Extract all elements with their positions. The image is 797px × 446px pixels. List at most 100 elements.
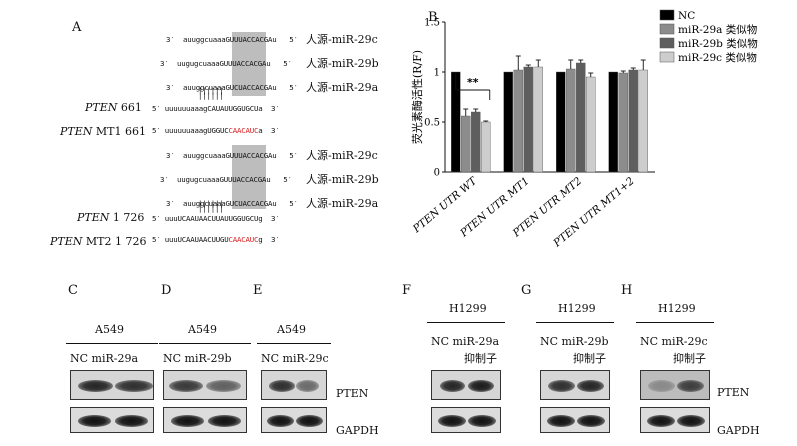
y-tick-label-2: 1 xyxy=(434,68,440,79)
bar-3-3 xyxy=(638,69,648,173)
pairing-lines-1: |||||| xyxy=(198,86,224,95)
group1-mirna-label-1: 人源-miR-29b xyxy=(306,57,379,70)
pairing-lines-1b: |||||| xyxy=(198,91,224,100)
label-gapdh-right: GAPDH xyxy=(717,424,760,437)
cell-line-rule-d xyxy=(159,343,251,344)
label-pten-left: PTEN xyxy=(336,387,369,400)
gapdh-band-c-1 xyxy=(114,415,149,427)
bar-2-2 xyxy=(576,62,586,173)
panel-h-letter: H xyxy=(621,283,633,298)
pten-band-f-0 xyxy=(440,380,465,392)
panel-d-letter: D xyxy=(161,283,172,298)
legend-swatch-2 xyxy=(659,37,675,49)
gapdh-blot-c xyxy=(70,407,154,433)
pten-blot-g xyxy=(540,370,610,400)
pten-band-e-1 xyxy=(296,380,320,392)
pten-band-f-1 xyxy=(468,380,494,392)
mutant-seq-mt1: 5′ uuuuuuaaagUGGUCCAACAUCa 3′ xyxy=(152,126,280,135)
group1-mirna-label-0: 人源-miR-29c xyxy=(306,33,378,46)
bar-3-0 xyxy=(608,71,618,173)
lane-labels-h: NC miR-29c xyxy=(640,335,708,348)
gapdh-band-f-1 xyxy=(468,415,497,427)
gene-pten-1726: PTEN 1 726 xyxy=(77,211,145,224)
gapdh-band-e-1 xyxy=(296,415,323,427)
pten-band-d-0 xyxy=(169,380,203,392)
pten-blot-c xyxy=(70,370,154,400)
pten-blot-f xyxy=(431,370,501,400)
gapdh-blot-h xyxy=(640,407,710,433)
cell-line-rule-c xyxy=(66,343,158,344)
group2-mirna-seq-0: 3′ auuggcuaaaGUUUACCACGAu 5′ xyxy=(166,151,298,160)
pten-blot-h xyxy=(640,370,710,400)
legend-swatch-3 xyxy=(659,51,675,63)
gapdh-band-d-0 xyxy=(170,415,205,427)
gapdh-band-c-0 xyxy=(77,415,112,427)
target-seq-1726: 5′ uuuUCAAUAACUUAUUGGUGCUg 3′ xyxy=(152,214,280,223)
label-gapdh-left: GAPDH xyxy=(336,424,379,437)
cell-line-rule-h xyxy=(636,322,714,323)
legend-label-0: NC xyxy=(678,10,695,22)
panel-a-letter: A xyxy=(72,20,82,35)
bar-0-3 xyxy=(481,121,491,173)
panel-g-letter: G xyxy=(521,283,532,298)
group2-mirna-label-1: 人源-miR-29b xyxy=(306,173,379,186)
gapdh-blot-d xyxy=(163,407,247,433)
gapdh-blot-e xyxy=(261,407,327,433)
gapdh-blot-f xyxy=(431,407,501,433)
cell-line-rule-f xyxy=(427,322,505,323)
gene-pten-mt2-1726: PTEN MT2 1 726 xyxy=(50,235,147,248)
legend-swatch-1 xyxy=(659,23,675,35)
bar-0-1 xyxy=(461,115,471,173)
gene-pten-mt1-661: PTEN MT1 661 xyxy=(60,125,146,138)
lane-sublabel-f: 抑制子 xyxy=(464,352,497,365)
pten-band-c-0 xyxy=(77,380,113,392)
pairing-lines-2b: |||||| xyxy=(198,204,224,213)
gapdh-band-g-1 xyxy=(577,415,606,427)
bar-0-2 xyxy=(471,111,481,173)
legend-swatch-0 xyxy=(659,9,675,21)
pten-band-g-0 xyxy=(548,380,575,392)
y-axis-label: 荧光素酶活性(R/F) xyxy=(410,50,424,144)
y-tick-label-0: 0 xyxy=(434,168,440,179)
lane-sublabel-g: 抑制子 xyxy=(573,352,606,365)
gapdh-band-h-1 xyxy=(677,415,706,427)
lane-labels-e: NC miR-29c xyxy=(261,352,329,365)
gapdh-band-e-0 xyxy=(267,415,294,427)
bar-3-1 xyxy=(618,72,628,173)
gapdh-band-f-0 xyxy=(437,415,466,427)
bar-2-3 xyxy=(586,76,596,173)
group2-mirna-seq-1: 3′ uugugcuaaaGUUUACCACGAu 5′ xyxy=(160,175,292,184)
y-tick-label-3: 1.5 xyxy=(424,18,440,29)
group1-mirna-label-2: 人源-miR-29a xyxy=(306,81,379,94)
gapdh-band-g-0 xyxy=(546,415,575,427)
group2-mirna-label-0: 人源-miR-29c xyxy=(306,149,378,162)
gene-pten-661: PTEN 661 xyxy=(85,101,142,114)
pten-band-g-1 xyxy=(577,380,604,392)
cell-line-g: H1299 xyxy=(558,302,596,315)
pten-band-c-1 xyxy=(114,380,153,392)
lane-labels-c: NC miR-29a xyxy=(70,352,139,365)
bar-1-3 xyxy=(533,66,543,173)
lane-labels-g: NC miR-29b xyxy=(540,335,609,348)
significance-mark: ** xyxy=(467,76,479,89)
cell-line-d: A549 xyxy=(188,323,217,336)
panel-f-letter: F xyxy=(402,283,412,298)
pairing-lines-2: |||||| xyxy=(198,199,224,208)
bar-1-0 xyxy=(503,71,513,173)
pten-blot-e xyxy=(261,370,327,400)
target-seq-661: 5′ uuuuuuaaagCAUAUUGGUGCUa 3′ xyxy=(152,104,280,113)
bar-2-0 xyxy=(556,71,566,173)
panel-b-letter: B xyxy=(428,10,438,25)
group2-mirna-label-2: 人源-miR-29a xyxy=(306,197,379,210)
mutant-seq-mt2: 5′ uuuUCAAUAACUUGUCAACAUCg 3′ xyxy=(152,235,280,244)
bar-1-1 xyxy=(513,69,523,173)
lane-labels-d: NC miR-29b xyxy=(163,352,232,365)
cell-line-h: H1299 xyxy=(658,302,696,315)
legend-label-3: miR-29c 类似物 xyxy=(678,51,757,64)
bar-1-2 xyxy=(523,66,533,173)
gapdh-band-d-1 xyxy=(207,415,242,427)
group1-mirna-seq-1: 3′ uugugcuaaaGUUUACCACGAu 5′ xyxy=(160,59,292,68)
pten-band-d-1 xyxy=(206,380,242,392)
